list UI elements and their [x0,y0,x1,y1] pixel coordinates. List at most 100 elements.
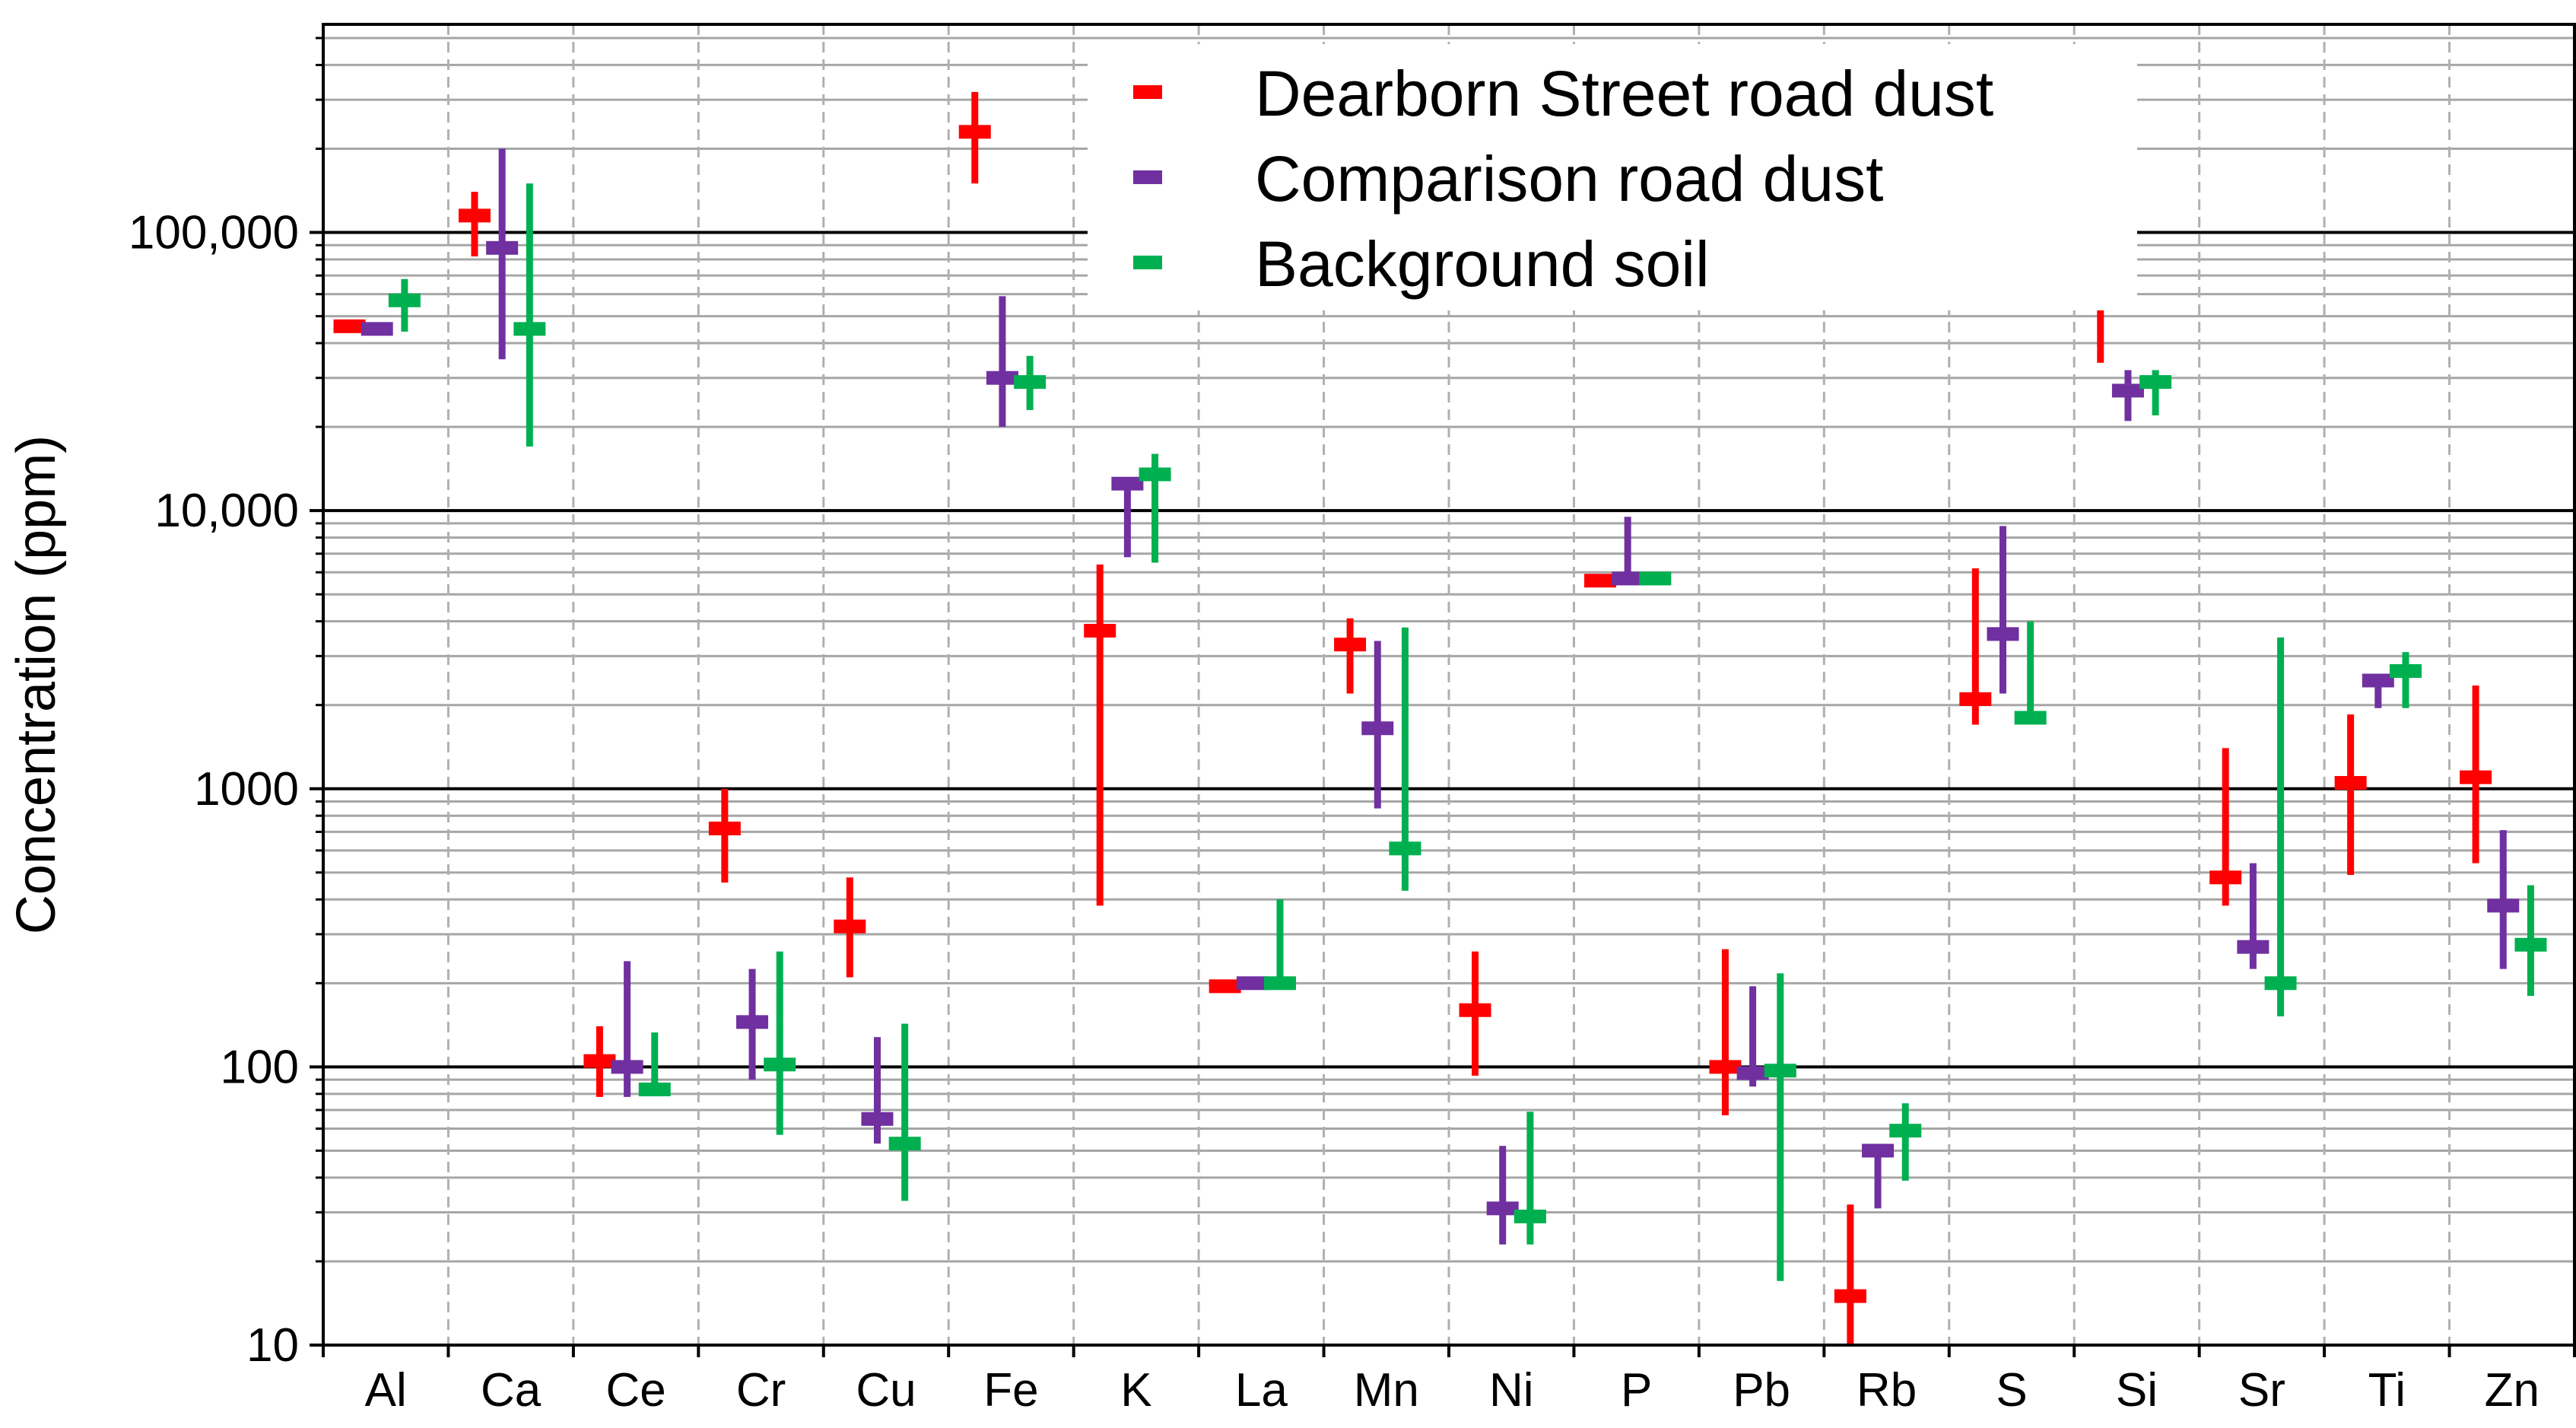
legend-box [1088,44,2137,310]
value-marker [986,371,1018,385]
value-marker [2237,940,2269,954]
value-marker [638,1082,671,1096]
range-bar [721,788,729,883]
value-marker [1514,1209,1546,1223]
value-marker [2390,664,2422,679]
legend-label: Dearborn Street road dust [1255,58,1993,129]
range-bar [1721,949,1729,1115]
range-bar [651,1032,659,1094]
value-marker [1639,571,1672,586]
value-marker [361,322,393,336]
y-axis-title: Concentration (ppm) [6,435,67,934]
range-bar [1624,517,1631,581]
range-bar [1526,1112,1534,1245]
range-bar [2277,637,2285,1016]
value-marker [388,293,421,307]
legend-swatch [1133,170,1162,184]
value-marker [1612,571,1644,586]
range-bar [1346,618,1354,694]
data-series [333,91,2547,1345]
range-bar [873,1037,881,1144]
x-tick-label: Sr [2238,1364,2285,1417]
value-marker [1959,692,1992,706]
x-tick-label: Ca [481,1364,542,1417]
range-bar [1123,479,1131,558]
x-tick-label: Mn [1354,1364,1419,1417]
value-marker [1014,375,1047,390]
range-bar [999,296,1006,428]
value-marker [1709,1060,1742,1074]
range-bar [1847,1204,1854,1345]
value-marker [1264,976,1296,991]
x-tick-label: Fe [983,1364,1038,1417]
value-marker [1987,627,2019,641]
x-tick-label: Pb [1733,1364,1790,1417]
value-marker [1111,476,1144,491]
value-marker [958,125,991,139]
x-tick-label: S [1996,1364,2027,1417]
value-marker [2514,937,2547,952]
legend: Dearborn Street road dust Comparison road… [1133,58,1993,300]
legend-label: Comparison road dust [1255,143,1883,215]
value-marker [2487,898,2520,913]
range-bar [2374,676,2382,708]
y-tick-label: 10,000 [154,485,299,537]
x-tick-label: Ni [1489,1364,1534,1417]
value-marker [708,821,741,835]
x-tick-label: Cu [856,1364,916,1417]
value-marker [1459,1003,1491,1017]
range-bar [1874,1146,1882,1209]
range-bar [2152,370,2159,415]
value-marker [1334,638,1367,652]
value-marker [2209,870,2242,885]
range-bar [901,1023,909,1201]
range-bar [1971,568,1979,725]
value-marker [1139,467,1171,482]
x-tick-label: Rb [1857,1364,1917,1417]
value-marker [736,1015,769,1029]
value-marker [861,1112,894,1126]
value-marker [2264,976,2297,991]
value-marker [611,1060,643,1074]
value-marker [764,1057,796,1072]
value-marker [2014,711,2047,725]
range-bar [2027,621,2034,718]
range-bar [1096,565,1104,906]
value-marker [834,919,866,933]
range-bar [2222,748,2229,906]
plot-frame [322,23,2576,1347]
range-bar [1777,973,1784,1281]
value-marker [1736,1066,1769,1080]
range-bar [2249,863,2257,969]
range-bar [1749,986,1757,1087]
series-2 [361,148,2520,1245]
x-tick-label: Ce [605,1364,665,1417]
range-bar [1999,526,2006,694]
value-marker [1834,1289,1866,1303]
value-marker [1764,1064,1796,1078]
x-tick-label: Cr [736,1364,786,1417]
value-marker [513,322,546,336]
value-marker [1084,624,1116,638]
value-marker [458,208,491,223]
series-3 [388,183,2547,1281]
range-bar [2402,652,2409,708]
value-marker [2111,383,2144,398]
y-tick-label: 10 [246,1319,299,1372]
x-tick-label: Ti [2368,1364,2406,1417]
value-marker [2334,776,2367,790]
range-bar [471,192,478,257]
range-bar [1401,627,1409,891]
x-tick-label: Zn [2485,1364,2539,1417]
x-tick-label: K [1120,1364,1151,1417]
legend-label: Background soil [1255,228,1710,300]
range-bar [1499,1146,1507,1245]
value-marker [1389,841,1421,856]
range-bar [1901,1103,1909,1181]
x-tick-label: La [1235,1364,1288,1417]
value-marker [333,319,366,333]
range-bar [526,183,533,447]
value-marker [888,1137,921,1151]
y-axis-ticks: 10 100 1000 10,000 100,000 [129,37,323,1372]
value-marker [1486,1201,1519,1216]
